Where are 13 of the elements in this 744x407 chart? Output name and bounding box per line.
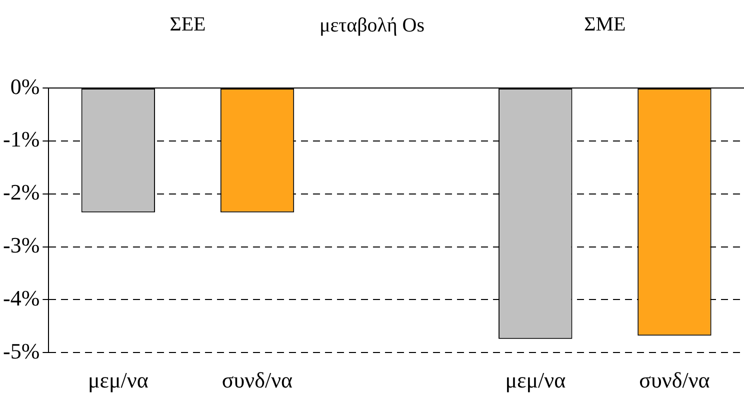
x-tick-label: μεμ/να (88, 368, 149, 393)
y-tick-label: 0% (10, 74, 40, 99)
y-tick-label: -5% (2, 338, 40, 364)
y-tick-label: -1% (2, 126, 40, 152)
x-tick-label: μεμ/να (505, 368, 566, 393)
text: ΣΕΕ (170, 13, 206, 36)
y-tick-label: -3% (2, 232, 40, 258)
x-tick-label: συνδ/να (222, 368, 294, 393)
y-tick-label: -2% (2, 180, 40, 205)
text: ΣΜΕ (584, 13, 626, 36)
chart-title: μεταβολή Os (319, 14, 425, 36)
x-tick-label: συνδ/να (639, 368, 710, 393)
y-tick-label: -4% (2, 285, 40, 310)
